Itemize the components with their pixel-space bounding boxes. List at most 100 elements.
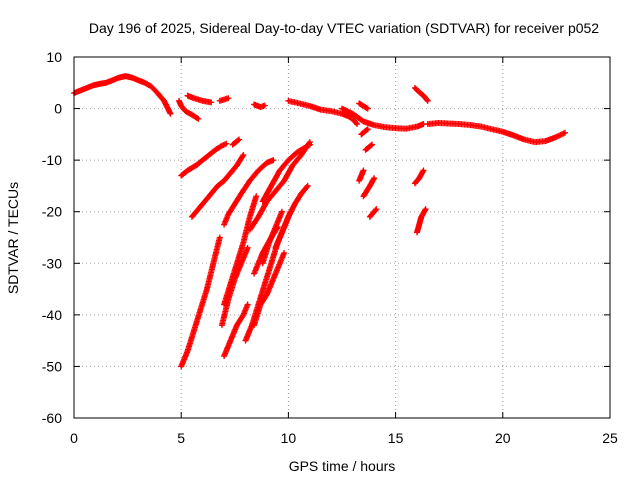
data-marks xyxy=(366,206,380,220)
data-point xyxy=(231,143,234,146)
data-point xyxy=(415,125,419,128)
data-point xyxy=(375,207,378,211)
data-point xyxy=(227,298,230,301)
data-point xyxy=(252,272,256,275)
data-series-s3 xyxy=(216,95,232,104)
data-point xyxy=(413,86,417,90)
data-point xyxy=(242,153,245,157)
data-point xyxy=(357,102,361,105)
data-point xyxy=(255,195,258,198)
data-point xyxy=(469,123,472,127)
data-point xyxy=(259,303,262,306)
y-tick-label: -40 xyxy=(42,307,62,323)
data-marks xyxy=(358,126,371,138)
data-point xyxy=(186,349,189,353)
data-point xyxy=(218,99,221,103)
data-point xyxy=(364,148,367,152)
data-point xyxy=(143,81,146,84)
ticks: 0 5 10 15 20 25 10 0 -10 -20 -30 -40 -50 -60 xyxy=(42,49,618,446)
data-marks xyxy=(218,244,251,329)
data-point xyxy=(244,339,247,342)
data-series-t3 xyxy=(229,136,243,148)
data-point xyxy=(169,112,172,115)
data-series-s8 xyxy=(411,84,431,104)
data-point xyxy=(263,104,267,107)
chart-title: Day 196 of 2025, Sidereal Day-to-day VTE… xyxy=(89,20,599,36)
data-point xyxy=(415,231,419,234)
data-point xyxy=(276,241,279,244)
data-series-t18 xyxy=(356,167,367,184)
data-point xyxy=(203,200,206,203)
data-point xyxy=(544,139,547,143)
data-point xyxy=(274,189,277,193)
data-point xyxy=(289,210,292,213)
data-point xyxy=(240,192,243,195)
data-point xyxy=(458,122,462,126)
data-series-t13 xyxy=(251,249,288,329)
data-point xyxy=(280,210,284,213)
data-point xyxy=(563,131,567,135)
data-point xyxy=(366,128,369,131)
data-point xyxy=(360,174,363,177)
data-point xyxy=(205,287,209,291)
data-point xyxy=(177,99,181,103)
data-point xyxy=(276,225,279,229)
data-point xyxy=(98,82,101,86)
data-point xyxy=(197,117,200,121)
data-point xyxy=(291,164,294,167)
data-point xyxy=(383,125,387,129)
data-series-t21 xyxy=(411,167,427,187)
y-tick-label: -50 xyxy=(42,358,62,374)
data-point xyxy=(362,120,365,123)
data-series-s1 xyxy=(176,97,202,122)
data-point xyxy=(368,184,372,188)
data-point xyxy=(222,223,226,226)
data-point xyxy=(278,169,282,172)
data-marks xyxy=(414,206,429,236)
data-point xyxy=(282,225,286,229)
data-point xyxy=(156,91,159,95)
data-point xyxy=(362,169,365,172)
data-point xyxy=(233,202,236,206)
data-point xyxy=(218,236,221,239)
data-point xyxy=(207,153,211,157)
data-series-s4 xyxy=(251,101,268,111)
data-point xyxy=(295,151,299,154)
data-point xyxy=(417,90,421,94)
data-point xyxy=(405,127,408,130)
data-point xyxy=(308,104,312,108)
data-point xyxy=(225,142,228,145)
data-point xyxy=(180,104,183,108)
data-series-s6 xyxy=(339,105,427,132)
data-point xyxy=(300,192,303,195)
data-point xyxy=(79,89,82,92)
data-point xyxy=(246,303,249,306)
data-point xyxy=(240,262,243,265)
data-series-t4 xyxy=(221,157,277,228)
data-point xyxy=(420,215,423,219)
data-point xyxy=(355,122,359,126)
data-series-t16 xyxy=(358,126,371,138)
y-tick-label: 0 xyxy=(54,101,62,117)
data-point xyxy=(229,171,232,175)
data-point xyxy=(533,140,537,144)
data-point xyxy=(190,215,194,219)
data-point xyxy=(199,308,202,311)
data-point xyxy=(394,126,397,130)
data-point xyxy=(351,117,354,121)
data-point xyxy=(319,108,322,111)
data-point xyxy=(242,313,245,317)
data-point xyxy=(265,161,269,164)
data-point xyxy=(186,94,189,97)
data-point xyxy=(272,158,275,162)
data-point xyxy=(186,169,189,172)
data-point xyxy=(437,121,440,125)
data-point xyxy=(242,241,245,244)
data-series-s9 xyxy=(424,120,568,146)
data-point xyxy=(210,192,213,195)
data-point xyxy=(351,112,354,115)
data-point xyxy=(227,97,230,100)
data-point xyxy=(192,329,196,332)
data-point xyxy=(372,123,376,127)
